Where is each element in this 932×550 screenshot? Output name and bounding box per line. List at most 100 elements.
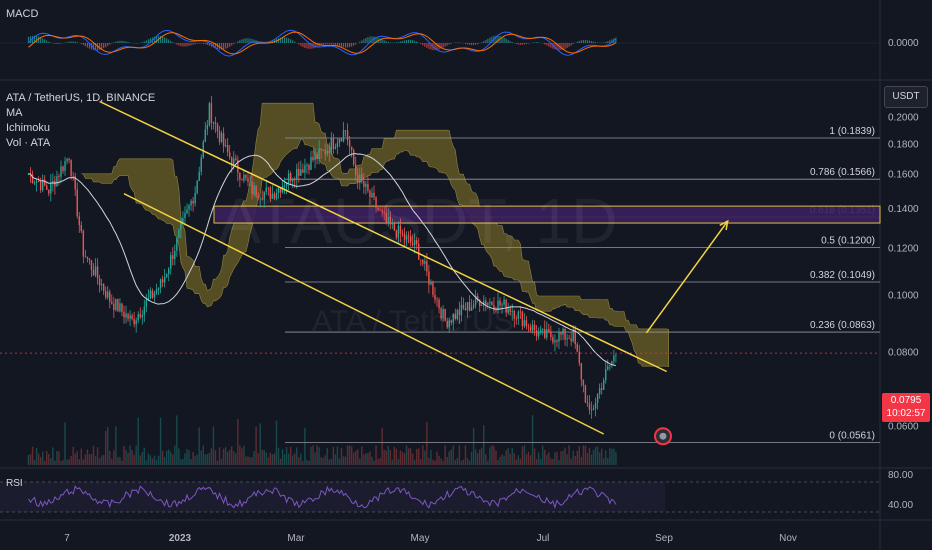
candle-body	[135, 320, 137, 325]
volume-bar	[94, 456, 97, 465]
candle-body	[377, 207, 379, 210]
volume-bar	[269, 452, 272, 465]
volume-bar	[422, 445, 424, 465]
macd-hist	[416, 41, 418, 43]
candle-body	[365, 183, 367, 187]
volume-bar	[161, 450, 164, 465]
volume-bar	[143, 447, 146, 465]
volume-bar	[210, 448, 213, 465]
indicator-ichimoku[interactable]: Ichimoku	[6, 122, 51, 134]
volume-bar	[204, 454, 207, 465]
candle-body	[253, 185, 255, 195]
macd-hist	[247, 38, 249, 43]
volume-bar	[78, 459, 80, 465]
indicator-volume[interactable]: Vol · ATA	[6, 137, 51, 149]
volume-bar	[468, 460, 471, 465]
volume-bar	[131, 450, 133, 465]
symbol-title[interactable]: ATA / TetherUS, 1D, BINANCE	[6, 92, 156, 104]
candle-body	[472, 304, 475, 307]
macd-hist	[576, 41, 578, 43]
price-tick: 0.1800	[888, 139, 919, 150]
macd-hist	[371, 36, 373, 43]
volume-bar	[385, 450, 387, 465]
volume-bar	[82, 459, 85, 465]
candle-body	[487, 303, 489, 305]
candle-body	[58, 176, 60, 178]
candle-body	[62, 166, 64, 171]
volume-bar	[117, 457, 119, 465]
arrow-head	[719, 219, 729, 231]
volume-bar	[542, 445, 544, 465]
last-price-tag: 0.0795 10:02:57	[882, 393, 930, 422]
candle-body	[525, 320, 528, 327]
macd-hist	[279, 37, 282, 43]
volume-bar	[231, 446, 233, 465]
macd-hist	[123, 41, 125, 43]
macd-hist	[68, 41, 70, 43]
rsi-pane	[0, 481, 880, 513]
macd-hist	[379, 38, 381, 43]
volume-bar	[141, 452, 143, 465]
macd-hist	[145, 40, 147, 43]
candle-body	[375, 197, 377, 208]
fibonacci-levels: 1 (0.1839)0.786 (0.1566)0.618 (0.1351)0.…	[213, 126, 881, 443]
candle-body	[476, 296, 479, 300]
currency-button[interactable]: USDT	[884, 86, 928, 108]
volume-bar	[582, 445, 585, 465]
macd-hist	[409, 39, 412, 43]
indicator-ma[interactable]: MA	[6, 107, 23, 119]
candle-body	[72, 175, 74, 177]
candle-body	[186, 209, 188, 214]
candle-body	[523, 320, 526, 327]
macd-hist	[212, 43, 215, 48]
volume-bar	[291, 455, 294, 465]
macd-hist	[204, 43, 206, 45]
macd-hist	[389, 42, 391, 43]
macd-hist	[60, 43, 62, 44]
volume-bar	[336, 446, 339, 465]
candle-body	[609, 365, 611, 367]
volume-bar	[379, 458, 381, 465]
candle-body	[198, 171, 200, 182]
candle-body	[153, 293, 156, 298]
candle-body	[220, 133, 223, 142]
candle-body	[326, 150, 328, 155]
rsi-level-40: 40.00	[888, 500, 914, 511]
candle-body	[531, 324, 534, 331]
macd-hist	[159, 36, 162, 43]
time-tick: Mar	[287, 533, 305, 544]
candle-body	[176, 237, 178, 251]
candle-body	[222, 133, 225, 147]
volume-bar	[560, 451, 562, 465]
volume-bar	[157, 455, 160, 465]
macd-hist	[320, 43, 322, 46]
volume-bar	[578, 446, 581, 465]
macd-hist	[501, 36, 503, 43]
macd-hist	[198, 43, 200, 44]
volume-bar	[584, 445, 587, 465]
volume-bar	[411, 453, 414, 465]
macd-hist	[72, 41, 74, 43]
volume-bar	[29, 453, 32, 465]
candle-body	[537, 332, 540, 337]
volume-bar	[452, 445, 454, 465]
volume-bar	[145, 460, 148, 465]
rsi-band	[0, 482, 665, 512]
volume-bar	[121, 460, 123, 465]
candle-body	[48, 189, 50, 194]
volume-bar	[277, 447, 280, 465]
candle-body	[206, 125, 209, 130]
candle-body	[444, 309, 446, 322]
volume-bar	[338, 458, 341, 465]
candle-body	[180, 223, 182, 231]
candle-body	[247, 178, 249, 182]
macd-hist	[594, 42, 597, 43]
ichimoku-cloud	[81, 102, 669, 367]
macd-hist	[373, 36, 375, 43]
candle-body	[88, 258, 91, 261]
macd-hist	[147, 39, 149, 43]
drawings[interactable]	[0, 100, 880, 446]
macd-hist	[491, 36, 493, 43]
candle-body	[369, 190, 371, 198]
